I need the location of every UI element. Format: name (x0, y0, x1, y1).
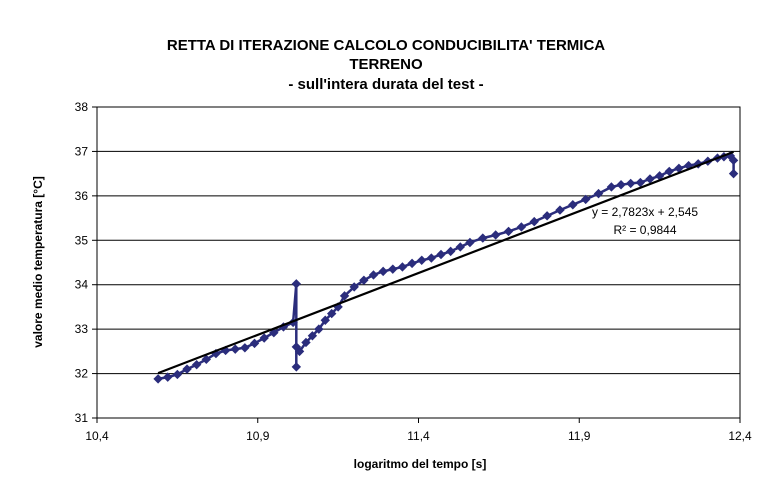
x-tick-label-2: 11,4 (407, 429, 430, 443)
data-point-37 (455, 242, 466, 252)
axes (92, 106, 741, 423)
data-point-58 (693, 159, 703, 169)
data-point-64 (728, 168, 739, 179)
data-point-10 (249, 338, 260, 349)
x-tick-label-1: 10,9 (246, 429, 270, 443)
data-point-21 (314, 324, 324, 334)
chart-title-line-1: RETTA DI ITERAZIONE CALCOLO CONDUCIBILIT… (166, 37, 606, 54)
data-point-11 (259, 333, 269, 343)
data-point-8 (230, 344, 240, 354)
data-point-42 (516, 222, 527, 232)
data-point-28 (368, 270, 379, 280)
x-axis-label: logaritmo del tempo [s] (354, 457, 487, 471)
data-point-46 (568, 200, 578, 210)
trendline-group (157, 150, 734, 375)
data-point-49 (606, 182, 617, 192)
data-point-15 (291, 279, 302, 289)
trendline-equation: y = 2,7823x + 2,545 (592, 205, 698, 219)
x-tick-label-0: 10,4 (85, 429, 109, 443)
data-point-30 (388, 264, 398, 274)
data-point-35 (436, 249, 446, 260)
data-point-4 (191, 359, 202, 370)
chart-title-line-2: TERRENO (349, 56, 423, 73)
data-point-22 (320, 315, 330, 325)
data-point-33 (417, 255, 427, 265)
data-point-23 (326, 308, 337, 319)
data-point-48 (593, 188, 604, 199)
data-point-40 (490, 230, 501, 240)
data-point-44 (542, 211, 552, 221)
x-tick-label-3: 11,9 (568, 429, 591, 443)
data-point-31 (397, 262, 408, 272)
data-point-38 (465, 237, 475, 248)
trendline (157, 150, 734, 375)
data-series (153, 151, 739, 384)
data-point-3 (182, 364, 192, 374)
y-tick-label-6: 37 (75, 144, 89, 158)
data-point-16 (291, 362, 302, 372)
data-point-32 (407, 258, 417, 269)
y-tick-label-7: 38 (75, 100, 89, 114)
data-point-51 (625, 178, 636, 189)
data-point-63 (728, 155, 739, 166)
data-point-36 (445, 246, 456, 257)
data-point-29 (378, 266, 388, 277)
tick-labels: 31 32 33 34 35 36 37 38 10,4 10,9 11,4 11,9 12,4 (75, 100, 752, 443)
data-point-34 (426, 253, 437, 263)
data-point-19 (301, 337, 311, 348)
data-point-1 (163, 372, 173, 382)
data-point-5 (201, 354, 212, 365)
data-point-47 (580, 194, 591, 205)
data-point-52 (635, 177, 646, 188)
data-point-39 (478, 233, 488, 243)
data-point-55 (664, 166, 674, 177)
data-point-43 (529, 216, 539, 227)
x-tick-label-4: 12,4 (728, 429, 752, 443)
data-point-0 (153, 374, 163, 384)
data-point-20 (307, 331, 318, 341)
y-tick-label-3: 34 (75, 278, 89, 292)
y-axis-label: valore medio temperatura [°C] (31, 176, 45, 348)
data-point-25 (339, 291, 350, 301)
y-tick-label-1: 32 (75, 367, 89, 381)
data-point-27 (359, 275, 369, 285)
chart-subtitle: - sull'intera durata del test - (288, 76, 484, 93)
data-point-9 (240, 343, 250, 353)
y-tick-label-2: 33 (75, 322, 89, 336)
r-squared-label: R² = 0,9844 (613, 223, 676, 237)
data-point-2 (172, 369, 183, 380)
data-point-12 (269, 327, 279, 338)
data-point-41 (503, 226, 514, 237)
data-point-50 (616, 180, 626, 190)
y-tick-label-0: 31 (75, 411, 89, 425)
y-tick-label-5: 36 (75, 189, 89, 203)
y-tick-label-4: 35 (75, 233, 89, 247)
data-point-18 (294, 346, 305, 357)
data-point-45 (555, 205, 565, 215)
data-point-26 (349, 282, 359, 292)
